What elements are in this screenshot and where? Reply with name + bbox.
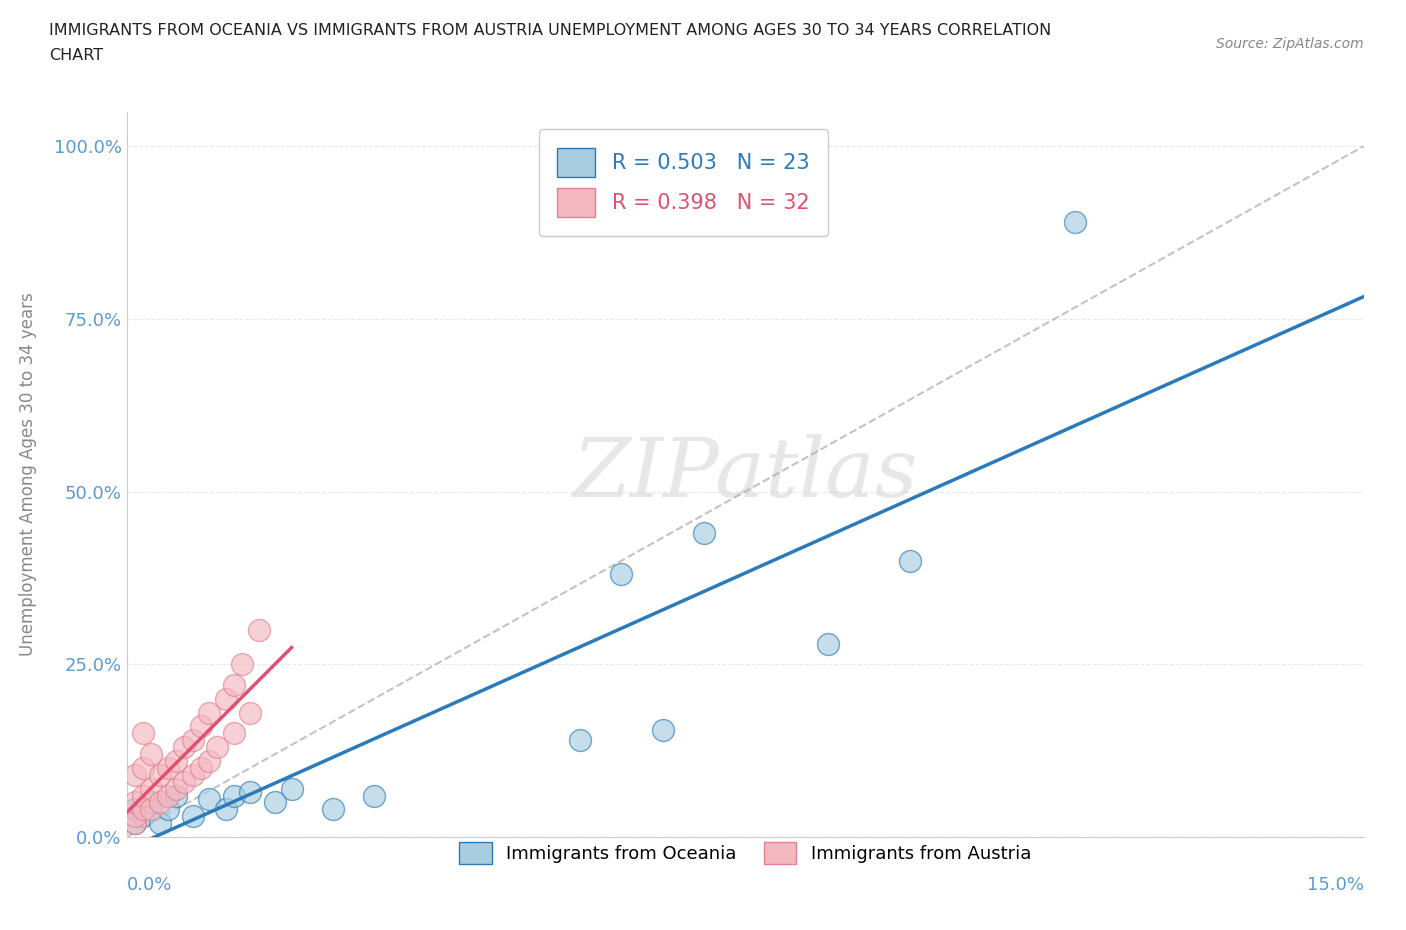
Point: [693, 525, 716, 540]
Point: [124, 767, 146, 782]
Text: CHART: CHART: [49, 48, 103, 63]
Point: [173, 775, 195, 790]
Point: [190, 761, 212, 776]
Text: 15.0%: 15.0%: [1306, 876, 1364, 894]
Point: [239, 785, 262, 800]
Point: [214, 691, 236, 706]
Point: [190, 719, 212, 734]
Point: [231, 657, 253, 671]
Point: [264, 795, 287, 810]
Point: [165, 753, 187, 768]
Point: [141, 747, 163, 762]
Point: [156, 788, 179, 803]
Point: [222, 726, 245, 741]
Text: IMMIGRANTS FROM OCEANIA VS IMMIGRANTS FROM AUSTRIA UNEMPLOYMENT AMONG AGES 30 TO: IMMIGRANTS FROM OCEANIA VS IMMIGRANTS FR…: [49, 23, 1052, 38]
Point: [322, 802, 344, 817]
Point: [132, 809, 155, 824]
Point: [363, 788, 385, 803]
Point: [207, 739, 229, 754]
Point: [124, 795, 146, 810]
Point: [181, 733, 204, 748]
Point: [132, 802, 155, 817]
Point: [156, 802, 179, 817]
Point: [280, 781, 302, 796]
Point: [222, 788, 245, 803]
Point: [148, 767, 170, 782]
Point: [165, 788, 187, 803]
Point: [181, 767, 204, 782]
Point: [124, 809, 146, 824]
Point: [569, 733, 592, 748]
Point: [124, 816, 146, 830]
Text: 0.0%: 0.0%: [127, 876, 172, 894]
Point: [141, 781, 163, 796]
Point: [222, 678, 245, 693]
Point: [198, 753, 221, 768]
Point: [247, 622, 270, 637]
Point: [132, 788, 155, 803]
Point: [124, 816, 146, 830]
Point: [610, 567, 633, 582]
Point: [214, 802, 236, 817]
Point: [124, 802, 146, 817]
Point: [1064, 215, 1087, 230]
Legend: Immigrants from Oceania, Immigrants from Austria: Immigrants from Oceania, Immigrants from…: [453, 835, 1038, 871]
Point: [141, 795, 163, 810]
Point: [148, 795, 170, 810]
Point: [141, 802, 163, 817]
Point: [181, 809, 204, 824]
Y-axis label: Unemployment Among Ages 30 to 34 years: Unemployment Among Ages 30 to 34 years: [20, 292, 37, 657]
Point: [651, 723, 673, 737]
Point: [198, 791, 221, 806]
Point: [156, 761, 179, 776]
Text: Source: ZipAtlas.com: Source: ZipAtlas.com: [1216, 37, 1364, 51]
Point: [132, 726, 155, 741]
Point: [165, 781, 187, 796]
Point: [148, 816, 170, 830]
Point: [898, 553, 921, 568]
Point: [173, 739, 195, 754]
Point: [239, 705, 262, 720]
Point: [132, 761, 155, 776]
Point: [198, 705, 221, 720]
Text: ZIPatlas: ZIPatlas: [572, 434, 918, 514]
Point: [817, 636, 839, 651]
